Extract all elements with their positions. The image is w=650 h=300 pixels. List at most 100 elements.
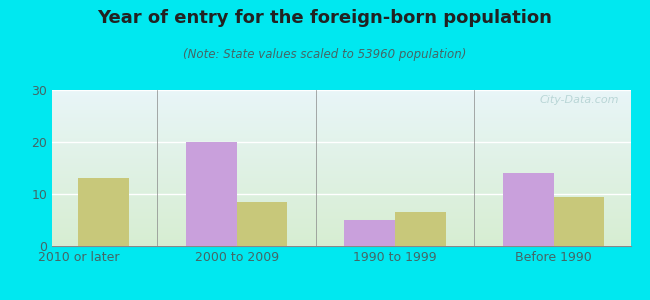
Bar [52, 157, 630, 158]
Bar [52, 191, 630, 192]
Bar [52, 118, 630, 119]
Bar [52, 92, 630, 93]
Bar [52, 221, 630, 222]
Bar [52, 127, 630, 128]
Bar [52, 171, 630, 172]
Bar [52, 194, 630, 195]
Bar [52, 151, 630, 152]
Bar [52, 124, 630, 125]
Bar [52, 198, 630, 199]
Bar [52, 237, 630, 238]
Bar [52, 225, 630, 226]
Bar [52, 126, 630, 127]
Bar [52, 104, 630, 105]
Bar [52, 217, 630, 218]
Bar [52, 137, 630, 138]
Bar [52, 156, 630, 157]
Bar [52, 133, 630, 134]
Bar [52, 102, 630, 103]
Bar [52, 208, 630, 209]
Bar [52, 192, 630, 193]
Bar [52, 144, 630, 145]
Bar [52, 153, 630, 154]
Bar [52, 201, 630, 202]
Bar [52, 214, 630, 215]
Bar [52, 95, 630, 96]
Bar [52, 130, 630, 131]
Bar [52, 125, 630, 126]
Bar [52, 139, 630, 140]
Bar [52, 213, 630, 214]
Bar [52, 199, 630, 200]
Bar [52, 116, 630, 117]
Bar [52, 135, 630, 136]
Bar [52, 210, 630, 211]
Bar [52, 129, 630, 130]
Bar [52, 209, 630, 210]
Bar [52, 238, 630, 239]
Bar [52, 222, 630, 223]
Bar [52, 180, 630, 181]
Bar [52, 152, 630, 153]
Bar [52, 158, 630, 159]
Bar [52, 149, 630, 150]
Bar [52, 240, 630, 241]
Bar [52, 165, 630, 166]
Bar [52, 90, 630, 91]
Bar [52, 202, 630, 203]
Bar [52, 115, 630, 116]
Bar [52, 236, 630, 237]
Bar [52, 131, 630, 132]
Bar [186, 142, 237, 246]
Bar [52, 142, 630, 143]
Bar [52, 239, 630, 240]
Bar [52, 230, 630, 231]
Bar [52, 185, 630, 186]
Bar [52, 94, 630, 95]
Bar [52, 132, 630, 133]
Bar [52, 155, 630, 156]
Bar [52, 184, 630, 185]
Bar [52, 187, 630, 188]
Bar [503, 173, 554, 246]
Bar [52, 98, 630, 99]
Bar [52, 218, 630, 219]
Bar [52, 227, 630, 228]
Bar [52, 189, 630, 190]
Bar [52, 206, 630, 207]
Bar [52, 166, 630, 167]
Bar [52, 204, 630, 205]
Bar [52, 128, 630, 129]
Bar [52, 162, 630, 163]
Bar [52, 101, 630, 102]
Bar [52, 172, 630, 173]
Bar [344, 220, 395, 246]
Bar [52, 224, 630, 225]
Bar [52, 182, 630, 183]
Bar [52, 170, 630, 171]
Bar [52, 164, 630, 165]
Bar [52, 188, 630, 189]
Bar [52, 110, 630, 111]
Bar [52, 150, 630, 151]
Bar [52, 228, 630, 229]
Bar [52, 229, 630, 230]
Bar [52, 96, 630, 97]
Bar [52, 167, 630, 168]
Bar [52, 244, 630, 245]
Bar [52, 143, 630, 144]
Bar [52, 145, 630, 146]
Bar [52, 163, 630, 164]
Bar [52, 173, 630, 174]
Bar [52, 223, 630, 224]
Bar [52, 203, 630, 204]
Bar [52, 141, 630, 142]
Bar [52, 138, 630, 139]
Bar [52, 112, 630, 113]
Bar [52, 160, 630, 161]
Bar [52, 241, 630, 242]
Bar [52, 205, 630, 206]
Bar [52, 122, 630, 123]
Text: Year of entry for the foreign-born population: Year of entry for the foreign-born popul… [98, 9, 552, 27]
Bar [52, 119, 630, 120]
